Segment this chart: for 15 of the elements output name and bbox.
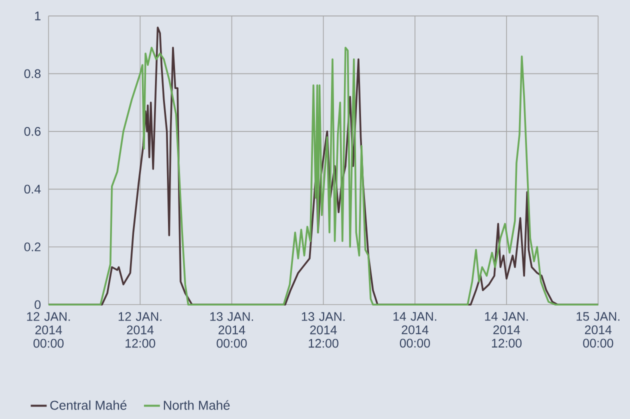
y-tick-label: 1 <box>35 12 40 20</box>
legend-label: Central Mahé <box>50 400 126 410</box>
y-tick-label: 0.4 <box>24 184 41 194</box>
x-tick-label: 14 JAN. 2014 00:00 <box>394 312 436 348</box>
y-tick-label: 0.8 <box>24 69 41 78</box>
x-tick-label: 13 JAN. 2014 12:00 <box>302 312 345 348</box>
y-tick-label: 0.6 <box>24 126 41 136</box>
x-tick-label: 13 JAN. 2014 00:00 <box>210 312 254 348</box>
y-tick-label: 0 <box>34 300 41 309</box>
x-tick-label: 12 JAN. 2014 00:00 <box>27 312 70 348</box>
legend-label: North Mahé <box>164 400 230 410</box>
x-tick-label: 15 JAN. 2014 00:00 <box>576 312 620 348</box>
y-tick-label: 0.2 <box>24 242 40 252</box>
x-tick-label: 14 JAN. 2014 12:00 <box>485 312 528 348</box>
x-tick-label: 12 JAN. 2014 12:00 <box>118 312 162 348</box>
